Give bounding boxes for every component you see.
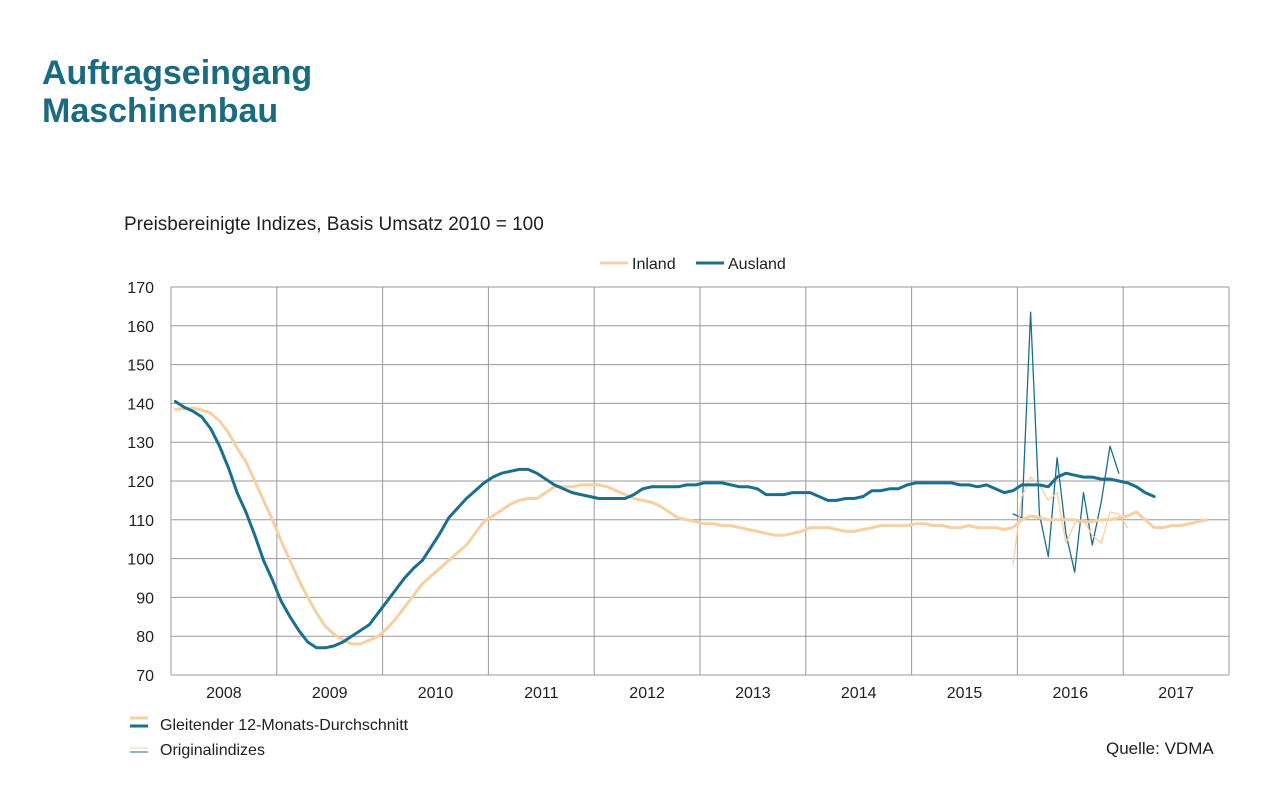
x-tick-label: 2010 bbox=[418, 685, 454, 702]
chart-title: Auftragseingang Maschinenbau bbox=[42, 54, 312, 130]
x-tick-label: 2009 bbox=[312, 685, 348, 702]
x-tick-label: 2015 bbox=[947, 685, 983, 702]
y-tick-label: 150 bbox=[127, 358, 154, 375]
x-tick-label: 2016 bbox=[1053, 685, 1089, 702]
series-line-inland-original bbox=[1012, 476, 1129, 566]
bottom-legend: Gleitender 12-Monats-Durchschnitt Origin… bbox=[130, 716, 409, 759]
x-tick-label: 2017 bbox=[1158, 685, 1194, 702]
legend-label-inland: Inland bbox=[632, 256, 676, 273]
y-axis-tick-labels: 70 80 90 100 110 120 130 140 150 160 170 bbox=[127, 280, 154, 685]
y-tick-label: 160 bbox=[127, 319, 154, 336]
x-axis-tick-labels: 2008 2009 2010 2011 2012 2013 2014 2015 2016 2017 bbox=[206, 685, 1194, 702]
series-line-ausland-moving-average bbox=[173, 400, 1156, 650]
series-line-ausland-original bbox=[1012, 311, 1120, 573]
chart-title-line-1: Auftragseingang bbox=[42, 54, 313, 92]
y-tick-label: 80 bbox=[136, 629, 154, 646]
x-tick-label: 2013 bbox=[735, 685, 771, 702]
y-tick-label: 170 bbox=[127, 280, 154, 297]
y-tick-label: 100 bbox=[127, 552, 154, 569]
source-note: Quelle: VDMA bbox=[1106, 739, 1214, 758]
legend-label-original: Originalindizes bbox=[160, 742, 265, 759]
grid-layer bbox=[170, 286, 1230, 676]
x-tick-label: 2012 bbox=[629, 685, 665, 702]
x-tick-label: 2011 bbox=[524, 685, 559, 702]
series-line-inland-moving-average bbox=[173, 406, 1209, 646]
y-tick-label: 70 bbox=[136, 668, 154, 685]
legend-label-moving-average: Gleitender 12-Monats-Durchschnitt bbox=[160, 717, 409, 734]
series-layer bbox=[173, 311, 1209, 650]
chart-subtitle: Preisbereinigte Indizes, Basis Umsatz 20… bbox=[124, 214, 544, 235]
y-tick-label: 120 bbox=[127, 474, 154, 491]
x-tick-label: 2008 bbox=[206, 685, 242, 702]
y-tick-label: 90 bbox=[136, 590, 154, 607]
x-tick-label: 2014 bbox=[841, 685, 877, 702]
y-tick-label: 140 bbox=[127, 396, 154, 413]
top-legend: Inland Ausland bbox=[600, 256, 786, 273]
y-tick-label: 130 bbox=[127, 435, 154, 452]
chart-title-line-2: Maschinenbau bbox=[42, 92, 279, 130]
legend-label-ausland: Ausland bbox=[728, 256, 786, 273]
y-tick-label: 110 bbox=[128, 513, 154, 530]
